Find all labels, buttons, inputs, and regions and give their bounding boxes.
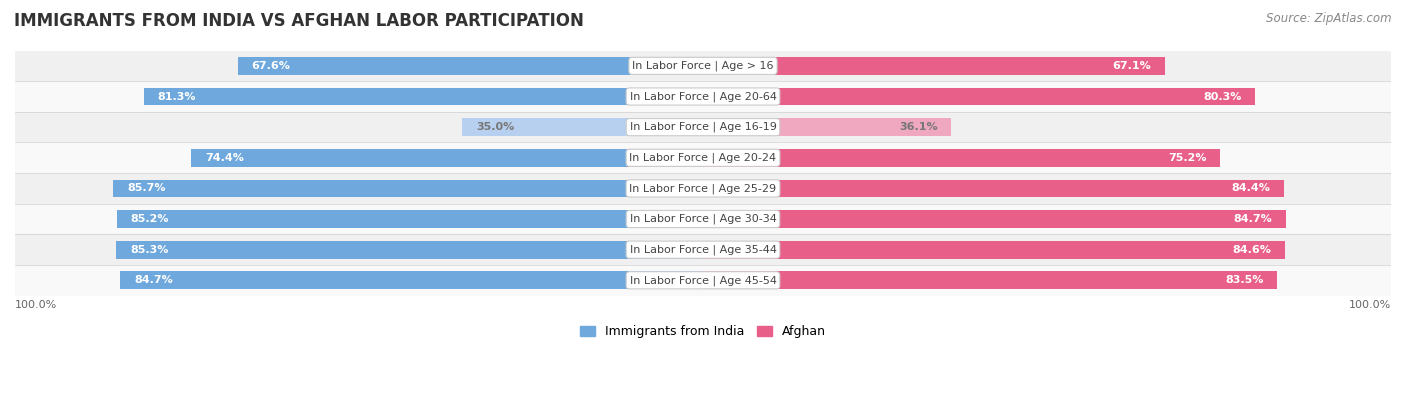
Bar [117,241,703,259]
Bar [703,149,1220,167]
Text: IMMIGRANTS FROM INDIA VS AFGHAN LABOR PARTICIPATION: IMMIGRANTS FROM INDIA VS AFGHAN LABOR PA… [14,12,583,30]
Text: In Labor Force | Age 45-54: In Labor Force | Age 45-54 [630,275,776,286]
Bar [703,88,1256,105]
Text: Source: ZipAtlas.com: Source: ZipAtlas.com [1267,12,1392,25]
Legend: Immigrants from India, Afghan: Immigrants from India, Afghan [575,320,831,343]
Text: In Labor Force | Age > 16: In Labor Force | Age > 16 [633,60,773,71]
Text: In Labor Force | Age 35-44: In Labor Force | Age 35-44 [630,245,776,255]
Text: 81.3%: 81.3% [157,92,195,102]
Text: In Labor Force | Age 30-34: In Labor Force | Age 30-34 [630,214,776,224]
Text: 84.7%: 84.7% [134,275,173,285]
Text: 35.0%: 35.0% [477,122,515,132]
Text: In Labor Force | Age 20-24: In Labor Force | Age 20-24 [630,152,776,163]
Bar [15,234,1391,265]
Bar [703,241,1285,259]
Text: In Labor Force | Age 16-19: In Labor Force | Age 16-19 [630,122,776,132]
Text: 85.2%: 85.2% [131,214,169,224]
Text: 100.0%: 100.0% [1348,300,1391,310]
Bar [15,265,1391,295]
Text: 67.1%: 67.1% [1112,61,1152,71]
Text: 75.2%: 75.2% [1168,153,1206,163]
Bar [703,118,952,136]
Text: 80.3%: 80.3% [1204,92,1241,102]
Text: 85.7%: 85.7% [127,183,166,194]
Text: 85.3%: 85.3% [129,245,169,255]
Bar [121,271,703,289]
Bar [703,271,1278,289]
Text: In Labor Force | Age 25-29: In Labor Force | Age 25-29 [630,183,776,194]
Bar [463,118,703,136]
Text: 84.7%: 84.7% [1233,214,1272,224]
Bar [15,173,1391,204]
Bar [191,149,703,167]
Text: 36.1%: 36.1% [898,122,938,132]
Bar [15,143,1391,173]
Text: 83.5%: 83.5% [1226,275,1264,285]
Bar [15,51,1391,81]
Text: 84.4%: 84.4% [1232,183,1270,194]
Text: 100.0%: 100.0% [15,300,58,310]
Bar [117,210,703,228]
Bar [15,81,1391,112]
Text: 84.6%: 84.6% [1233,245,1271,255]
Bar [238,57,703,75]
Bar [143,88,703,105]
Bar [15,204,1391,234]
Bar [703,179,1284,197]
Bar [15,112,1391,143]
Text: In Labor Force | Age 20-64: In Labor Force | Age 20-64 [630,91,776,102]
Bar [703,210,1285,228]
Text: 67.6%: 67.6% [252,61,291,71]
Bar [703,57,1164,75]
Bar [114,179,703,197]
Text: 74.4%: 74.4% [205,153,243,163]
